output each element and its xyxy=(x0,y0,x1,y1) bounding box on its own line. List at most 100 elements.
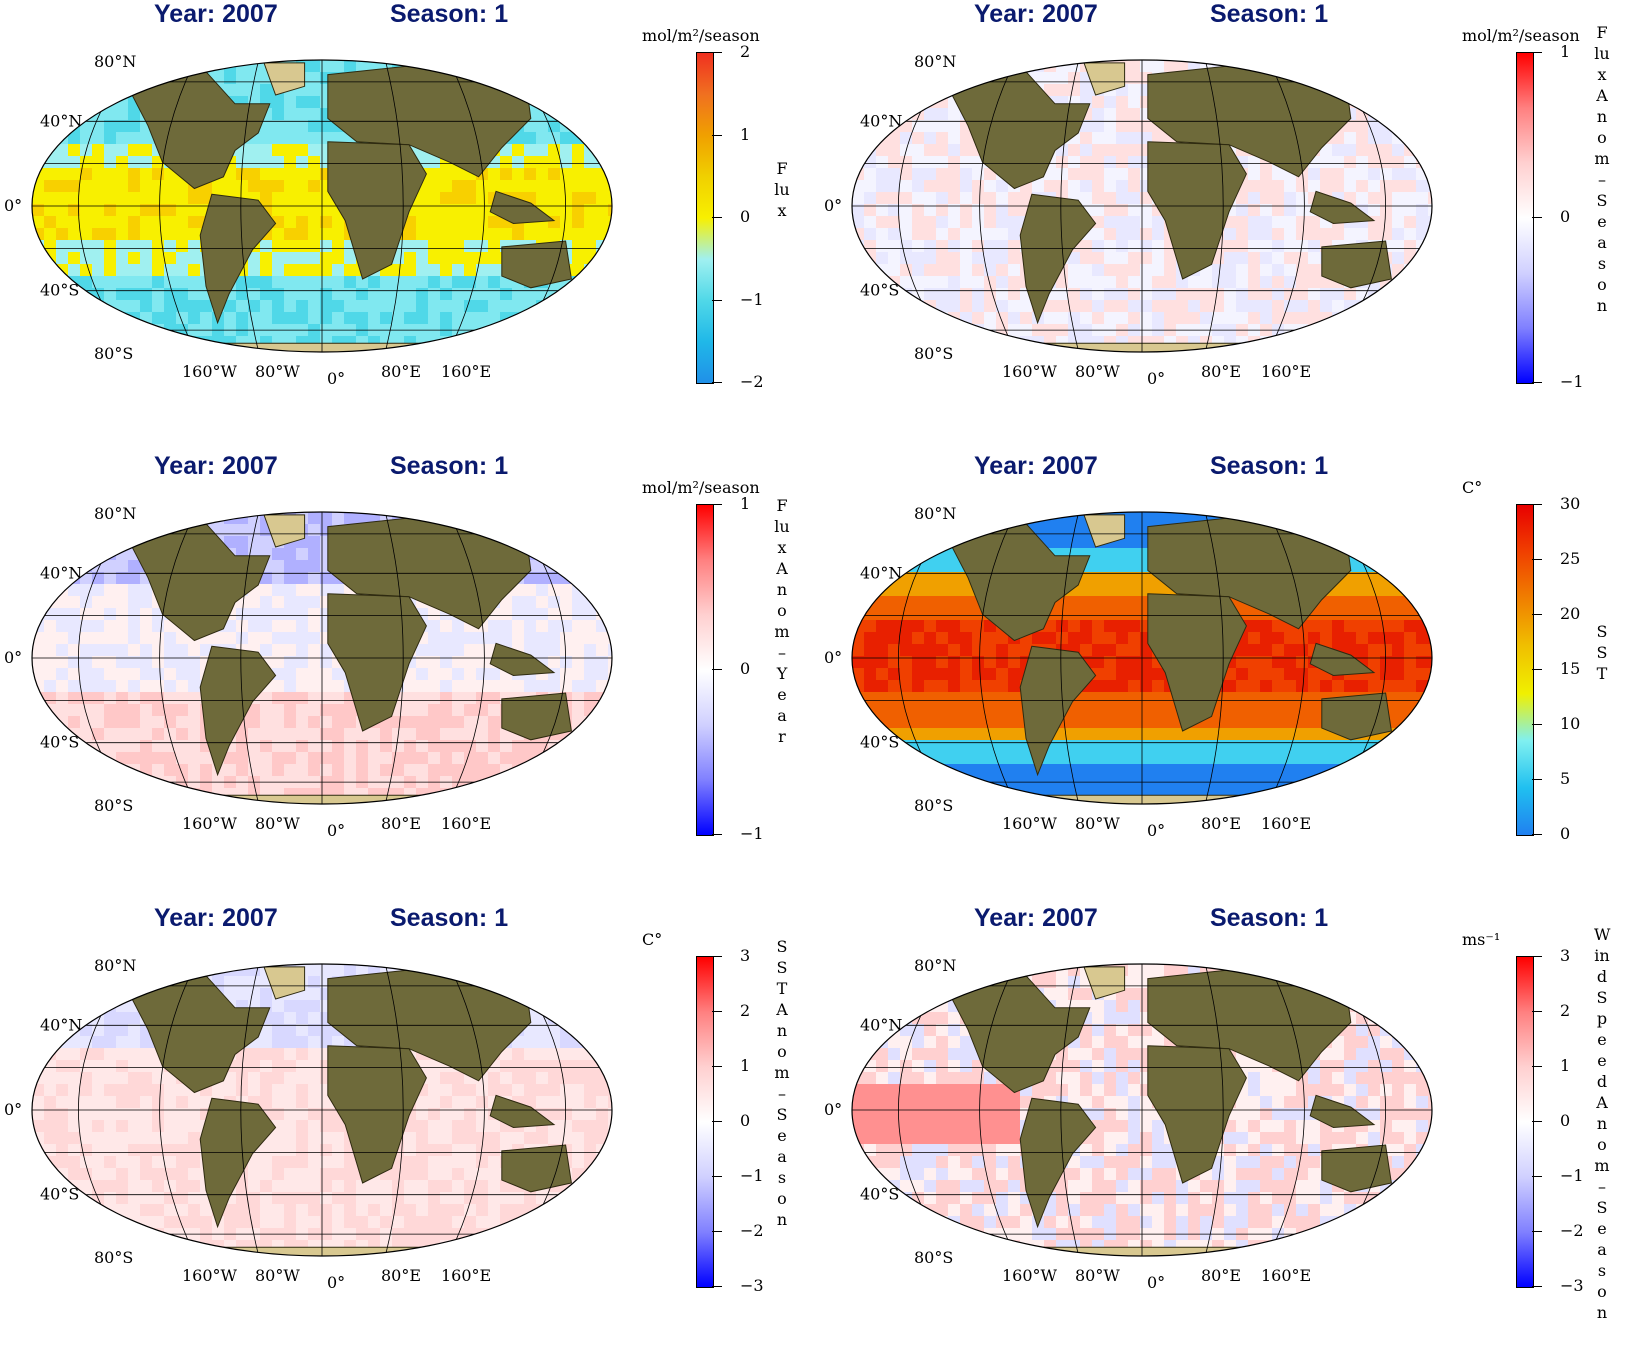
lon-label: 80°W xyxy=(255,814,300,833)
colorbar-tick-label: −1 xyxy=(740,1166,764,1185)
lon-label: 160°E xyxy=(441,1266,491,1285)
year-title: Year: 2007 xyxy=(974,452,1098,480)
lon-label: 0° xyxy=(1147,821,1165,840)
colorbar-tickmark xyxy=(1532,217,1542,218)
lon-label: 80°E xyxy=(381,362,421,381)
lat-label: 40°N xyxy=(860,563,902,582)
lon-label: 80°E xyxy=(1201,1266,1241,1285)
colorbar-tickmark xyxy=(1532,669,1542,670)
lon-label: 160°E xyxy=(441,814,491,833)
se-asia-landmass xyxy=(1309,642,1376,677)
colorbar-tickmark xyxy=(1532,52,1542,53)
colorbar-variable-label: Flux xyxy=(774,159,790,220)
colorbar-tickmark xyxy=(712,1286,722,1287)
colorbar-tick-label: 15 xyxy=(1560,659,1581,678)
colorbar-unit: mol/m²/season xyxy=(1462,26,1580,45)
colorbar-tick-label: 20 xyxy=(1560,604,1581,623)
lon-label: 80°W xyxy=(255,1266,300,1285)
lat-label: 80°S xyxy=(914,796,953,815)
lon-label: 160°W xyxy=(1002,1266,1058,1285)
colorbar-tick-label: 0 xyxy=(1560,1111,1571,1130)
season-title: Season: 1 xyxy=(390,904,509,932)
colorbar-tick-label: 0 xyxy=(740,1111,751,1130)
lat-label: 0° xyxy=(4,648,22,667)
colorbar-tickmark xyxy=(1532,1121,1542,1122)
colorbar-tick-label: 3 xyxy=(1560,946,1571,965)
colorbar-tickmark xyxy=(1532,1011,1542,1012)
lat-label: 0° xyxy=(4,196,22,215)
lat-label: 80°S xyxy=(914,344,953,363)
colorbar-tickmark xyxy=(1532,724,1542,725)
lon-label: 160°E xyxy=(1261,814,1311,833)
colorbar-tick-label: 1 xyxy=(740,1056,751,1075)
colorbar-tick-label: −2 xyxy=(740,372,764,391)
colorbar-tickmark xyxy=(712,217,722,218)
lon-label: 80°E xyxy=(381,1266,421,1285)
se-asia-landmass xyxy=(489,190,556,225)
lat-label: 40°S xyxy=(860,281,899,300)
world-map: 80°N 40°N 0° 40°S 80°S 160°W 80°W 0° 80°E 160°E xyxy=(824,504,1433,840)
world-map: 80°N 40°N 0° 40°S 80°S 160°W 80°W 0° 80°E 160°E xyxy=(4,52,613,388)
colorbar xyxy=(1516,52,1534,384)
colorbar-tick-label: 5 xyxy=(1560,769,1571,788)
colorbar xyxy=(1516,956,1534,1288)
lat-label: 80°N xyxy=(914,52,956,71)
lon-label: 80°W xyxy=(1075,362,1120,381)
colorbar-tickmark xyxy=(1532,1066,1542,1067)
colorbar-tick-label: 1 xyxy=(1560,1056,1571,1075)
lat-label: 40°N xyxy=(40,563,82,582)
colorbar-tickmark xyxy=(1532,1231,1542,1232)
lon-label: 160°W xyxy=(1002,814,1058,833)
colorbar-tickmark xyxy=(712,1176,722,1177)
colorbar xyxy=(1516,504,1534,836)
world-map: 80°N 40°N 0° 40°S 80°S 160°W 80°W 0° 80°E 160°E xyxy=(824,956,1433,1292)
colorbar-tickmark xyxy=(1532,504,1542,505)
colorbar xyxy=(696,52,714,384)
africa-landmass xyxy=(1147,1045,1247,1184)
colorbar xyxy=(696,956,714,1288)
lat-label: 80°N xyxy=(914,504,956,523)
lon-label: 0° xyxy=(1147,369,1165,388)
lon-label: 0° xyxy=(1147,1273,1165,1292)
map-panel-1: Year: 2007 Season: 1 80°N 40°N 0° 40°S 80°S 160… xyxy=(0,0,820,452)
australia-landmass xyxy=(501,1144,572,1193)
africa-landmass xyxy=(1147,141,1247,280)
colorbar-tickmark xyxy=(712,1066,722,1067)
lat-label: 40°S xyxy=(860,1185,899,1204)
africa-landmass xyxy=(1147,593,1247,732)
lat-label: 80°N xyxy=(914,956,956,975)
lat-label: 40°S xyxy=(40,1185,79,1204)
greenland-landmass xyxy=(263,514,306,548)
colorbar-unit: mol/m²/season xyxy=(642,26,760,45)
world-map: 80°N 40°N 0° 40°S 80°S 160°W 80°W 0° 80°E 160°E xyxy=(824,52,1433,388)
colorbar-tick-label: −1 xyxy=(1560,372,1584,391)
colorbar-tickmark xyxy=(712,1011,722,1012)
colorbar-tick-label: −1 xyxy=(1560,1166,1584,1185)
lon-label: 160°W xyxy=(182,362,238,381)
season-title: Season: 1 xyxy=(390,0,509,28)
year-title: Year: 2007 xyxy=(974,0,1098,28)
colorbar-variable-label: SST xyxy=(1596,621,1608,683)
colorbar-unit: mol/m²/season xyxy=(642,478,760,497)
map-panel-5: Year: 2007 Season: 1 80°N 40°N 0° 40°S 80°S 160… xyxy=(0,904,820,1356)
season-title: Season: 1 xyxy=(1210,0,1329,28)
australia-landmass xyxy=(1321,1144,1392,1193)
colorbar-tick-label: −1 xyxy=(740,289,764,309)
colorbar-tick-label: 0 xyxy=(740,659,751,678)
lat-label: 80°N xyxy=(94,504,136,523)
colorbar-tickmark xyxy=(1532,559,1542,560)
lon-label: 160°W xyxy=(182,1266,238,1285)
colorbar-variable-label: Flux Anom– Season xyxy=(1594,22,1610,315)
lat-label: 0° xyxy=(4,1100,22,1119)
colorbar-unit: C° xyxy=(1462,478,1483,497)
lon-label: 160°E xyxy=(1261,1266,1311,1285)
lon-label: 0° xyxy=(327,1273,345,1292)
colorbar-tick-label: 1 xyxy=(1560,42,1571,61)
se-asia-landmass xyxy=(489,642,556,677)
colorbar-unit: C° xyxy=(642,930,663,949)
lat-label: 0° xyxy=(824,196,842,215)
colorbar-tickmark xyxy=(1532,834,1542,835)
colorbar-tickmark xyxy=(712,956,722,957)
colorbar-tick-label: −1 xyxy=(740,824,764,843)
colorbar-tickmark xyxy=(1532,956,1542,957)
